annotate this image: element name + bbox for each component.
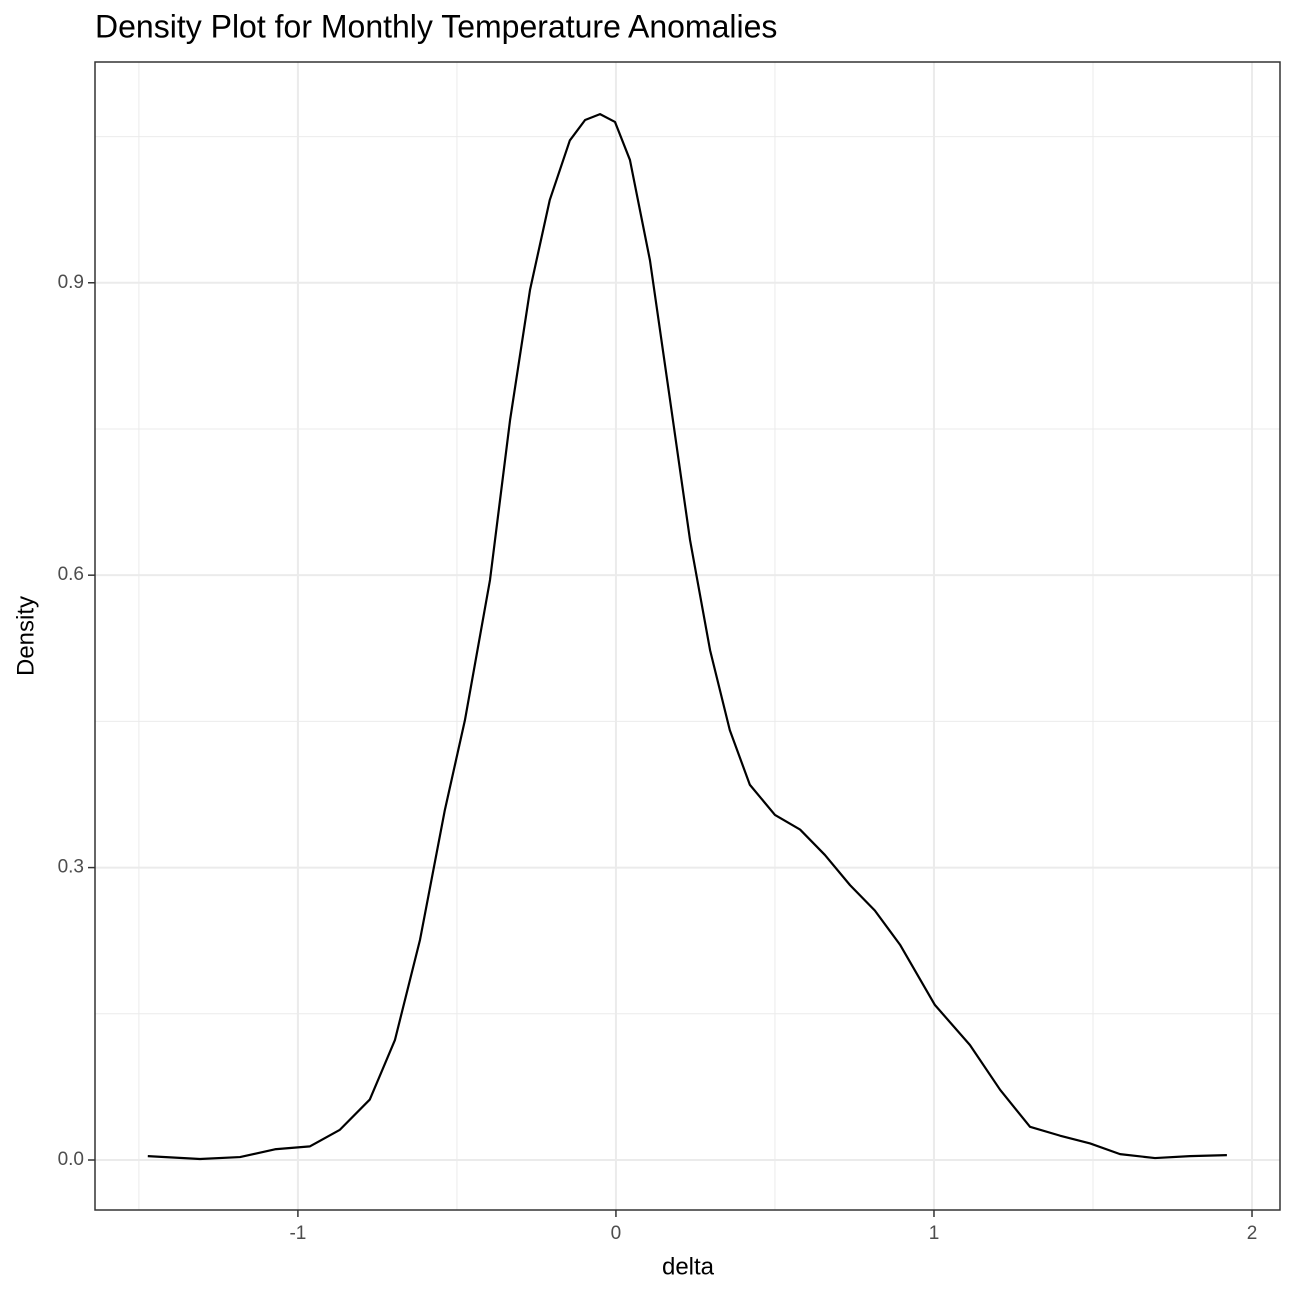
x-tick-label: 0: [611, 1223, 622, 1244]
y-tick-label: 0.0: [58, 1149, 84, 1170]
x-tick-label: 1: [929, 1223, 940, 1244]
chart-title: Density Plot for Monthly Temperature Ano…: [95, 8, 777, 44]
x-tick-label: 2: [1247, 1223, 1258, 1244]
panel-border: [94, 61, 1281, 1211]
y-tick-label: 0.9: [58, 272, 84, 293]
y-tick-label: 0.6: [58, 564, 84, 585]
y-tick-label: 0.3: [58, 857, 84, 878]
x-axis-label: delta: [662, 1253, 715, 1280]
y-axis-label: Density: [12, 596, 39, 676]
x-tick-label: -1: [289, 1223, 306, 1244]
density-line: [147, 113, 1227, 1161]
